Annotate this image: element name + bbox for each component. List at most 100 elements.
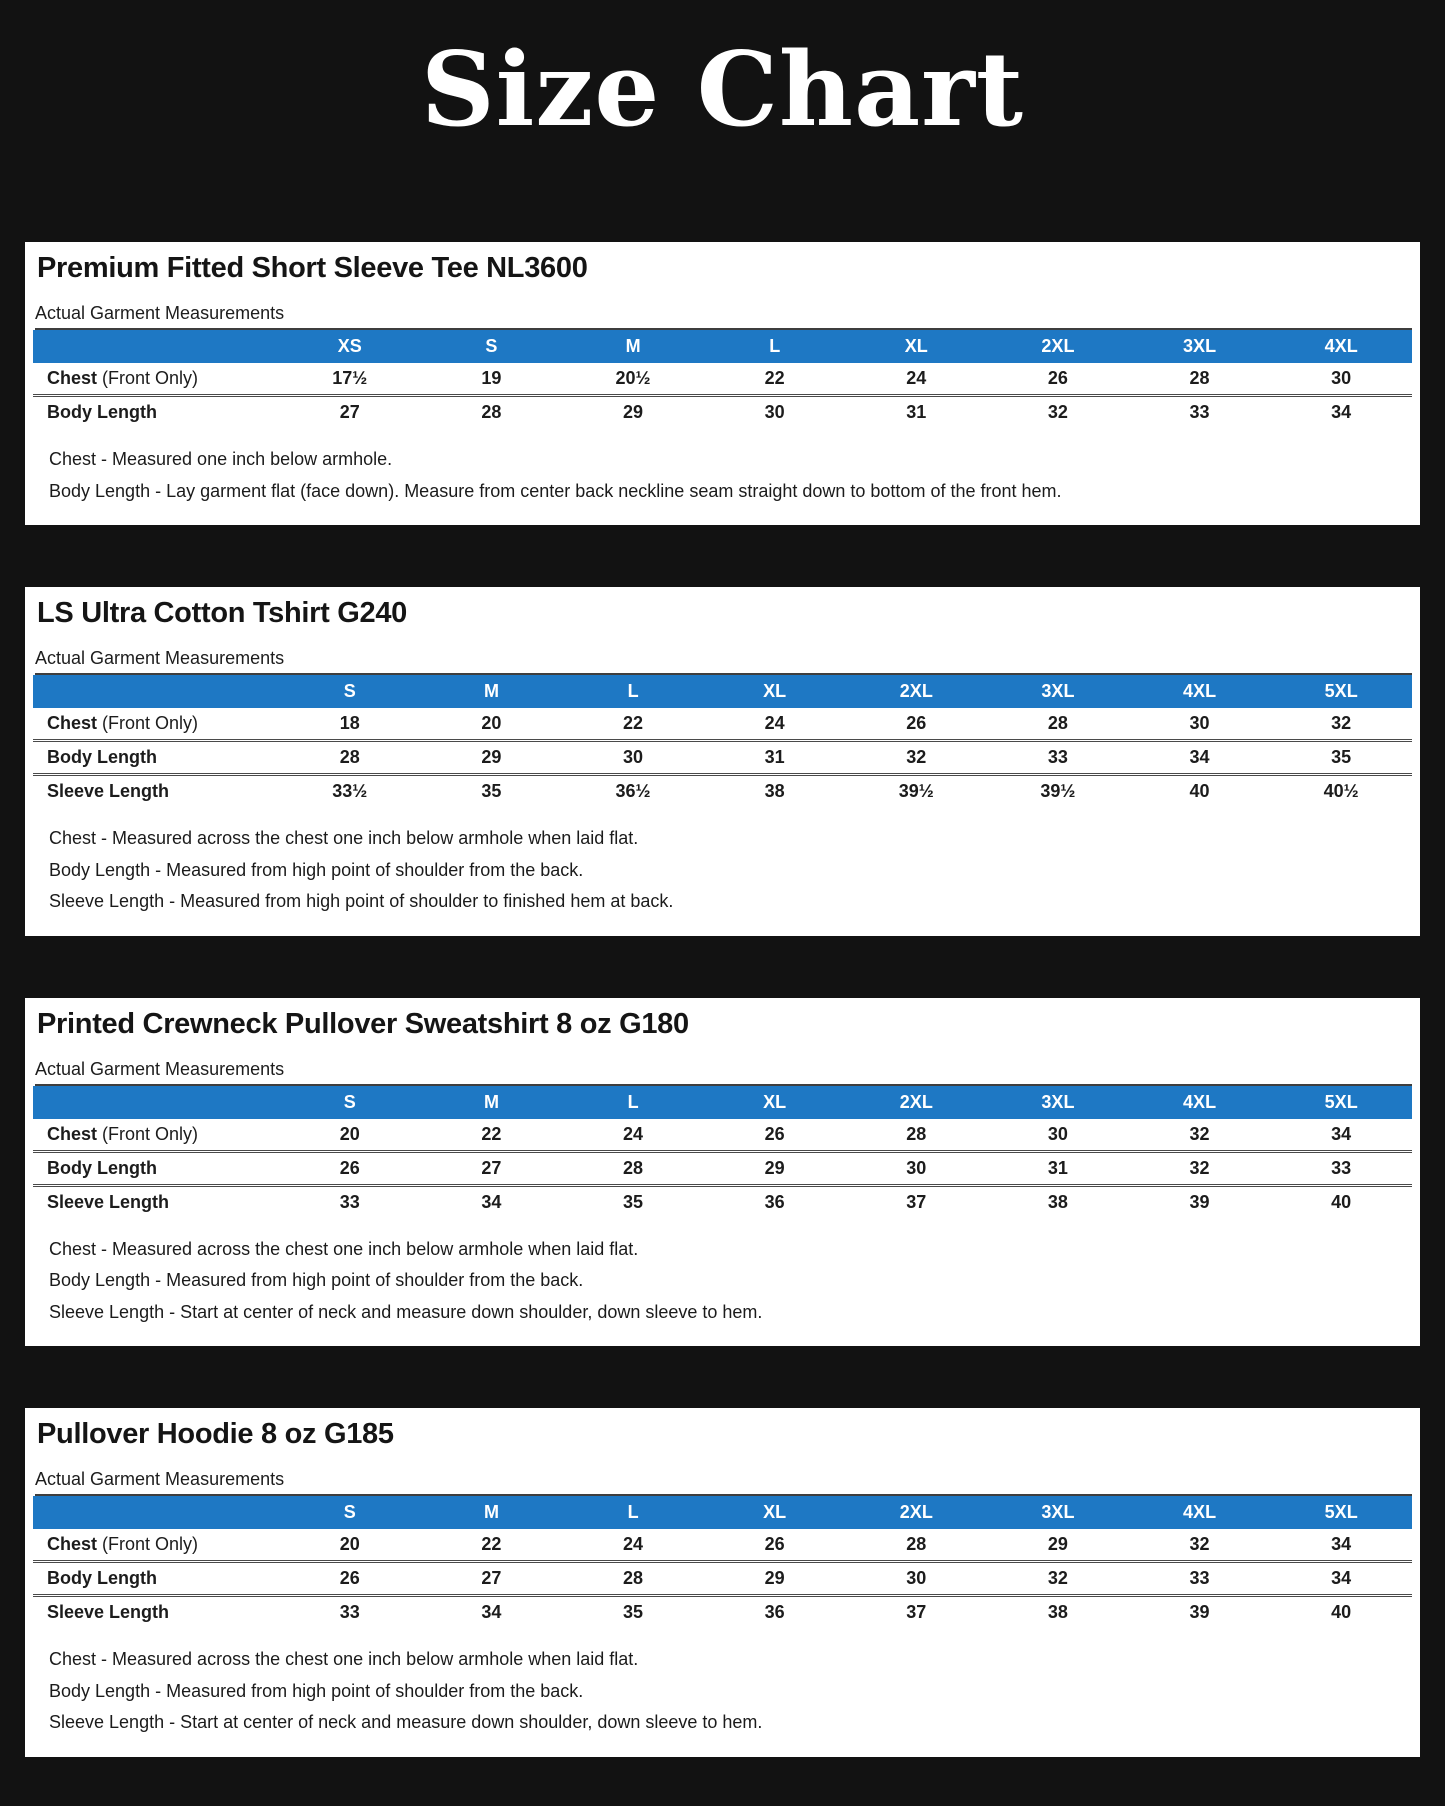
size-table-panel-g180: Printed Crewneck Pullover Sweatshirt 8 o… bbox=[25, 997, 1420, 1346]
measurement-value: 35 bbox=[623, 1191, 644, 1212]
size-column-header: L bbox=[703, 330, 846, 363]
measurement-value: 38 bbox=[1047, 1191, 1068, 1212]
measurement-value: 33 bbox=[1189, 402, 1210, 422]
measurement-value: 28 bbox=[623, 1568, 644, 1588]
measurement-value: 30 bbox=[1189, 713, 1210, 733]
measurement-value: 22 bbox=[764, 368, 785, 388]
measurement-value: 31 bbox=[764, 747, 785, 767]
measurement-value: 33 bbox=[1047, 747, 1068, 767]
measurement-value: 26 bbox=[764, 1123, 785, 1144]
size-table-panel-g240: LS Ultra Cotton Tshirt G240 Actual Garme… bbox=[25, 587, 1420, 936]
measurement-note: Body Length - Measured from high point o… bbox=[49, 1270, 584, 1290]
measurement-value: 33 bbox=[339, 1191, 360, 1212]
measurement-row: Chest (Front Only) 20 22 24 26 28 29 32 34 bbox=[33, 1529, 1412, 1562]
measurement-value: 27 bbox=[481, 1568, 502, 1588]
measurement-value: 24 bbox=[764, 713, 785, 733]
measurement-value: 34 bbox=[481, 1602, 502, 1622]
measurement-row: Body Length 28 29 30 31 32 33 34 35 bbox=[33, 740, 1412, 775]
measurement-value: 26 bbox=[1047, 368, 1068, 388]
measurement-value: 28 bbox=[1189, 368, 1210, 388]
measurement-value: 27 bbox=[481, 1157, 502, 1178]
measurement-value: 40 bbox=[1331, 1602, 1352, 1622]
measurement-note: Chest - Measured across the chest one in… bbox=[49, 1238, 639, 1259]
measurement-value: 36 bbox=[764, 1191, 785, 1212]
size-column-header: 3XL bbox=[987, 1085, 1129, 1119]
measurement-value: 26 bbox=[764, 1534, 785, 1554]
measurement-label: Sleeve Length bbox=[47, 1191, 170, 1212]
corner-cell bbox=[33, 330, 279, 363]
measurement-value: 30 bbox=[1047, 1123, 1068, 1144]
measurement-value: 27 bbox=[339, 402, 360, 422]
measurement-note: Body Length - Measured from high point o… bbox=[49, 859, 584, 880]
size-column-header: M bbox=[420, 675, 563, 708]
measurement-value: 34 bbox=[1331, 1123, 1352, 1144]
measurement-value: 30 bbox=[1331, 368, 1352, 388]
measurement-note: Body Length - Measured from high point o… bbox=[49, 1680, 584, 1701]
measurement-value: 31 bbox=[906, 402, 927, 422]
measurement-label: Chest (Front Only) bbox=[47, 713, 199, 733]
size-column-header: XL bbox=[845, 330, 988, 363]
measurement-value: 34 bbox=[1189, 747, 1210, 767]
measurement-label: Sleeve Length bbox=[47, 781, 170, 801]
measurement-note: Sleeve Length - Measured from high point… bbox=[49, 891, 674, 911]
measurement-value: 39 bbox=[1189, 1191, 1210, 1212]
measurement-note: Body Length - Lay garment flat (face dow… bbox=[49, 480, 1062, 501]
measurement-label: Sleeve Length bbox=[47, 1602, 170, 1622]
measurement-value: 39½ bbox=[1040, 781, 1076, 801]
measurement-value: 40 bbox=[1189, 781, 1210, 801]
measurement-value: 35 bbox=[623, 1602, 644, 1622]
measurement-value: 39½ bbox=[898, 781, 934, 801]
measurement-value: 29 bbox=[623, 402, 644, 422]
measurement-value: 35 bbox=[1331, 747, 1352, 767]
measurement-label: Chest (Front Only) bbox=[47, 1534, 199, 1554]
measurement-value: 32 bbox=[1189, 1534, 1210, 1554]
measurement-value: 18 bbox=[339, 713, 360, 733]
size-column-header: L bbox=[562, 675, 704, 708]
measurement-value: 20½ bbox=[615, 368, 651, 388]
size-column-header: 4XL bbox=[1270, 330, 1412, 363]
measurement-value: 24 bbox=[623, 1534, 644, 1554]
measurement-value: 32 bbox=[1189, 1123, 1210, 1144]
size-column-header: 4XL bbox=[1128, 675, 1271, 708]
measurement-value: 22 bbox=[623, 713, 644, 733]
measurement-value: 28 bbox=[1047, 713, 1068, 733]
page-title: Size Chart bbox=[420, 30, 1025, 150]
size-column-header: 5XL bbox=[1270, 1085, 1412, 1119]
measurement-row: Sleeve Length 33 34 35 36 37 38 39 40 bbox=[33, 1185, 1412, 1218]
measurement-value: 36½ bbox=[615, 781, 651, 801]
measurement-row: Chest (Front Only) 17½ 19 20½ 22 24 26 28 30 bbox=[33, 363, 1412, 396]
size-table-panel-nl3600: Premium Fitted Short Sleeve Tee NL3600 A… bbox=[25, 242, 1420, 525]
measurement-value: 26 bbox=[906, 713, 927, 733]
size-table: S M L XL 2XL 3XL 4XL 5XL Chest (Front Only) 20 22… bbox=[33, 1085, 1412, 1218]
measurement-value: 39 bbox=[1189, 1602, 1210, 1622]
measurement-value: 37 bbox=[906, 1602, 927, 1622]
measurement-value: 17½ bbox=[332, 368, 368, 388]
size-column-header: 3XL bbox=[987, 675, 1129, 708]
size-chart-panels: Premium Fitted Short Sleeve Tee NL3600 A… bbox=[0, 154, 1445, 1757]
size-column-header: S bbox=[279, 675, 421, 708]
measurement-value: 29 bbox=[764, 1568, 785, 1588]
measurement-note: Chest - Measured one inch below armhole. bbox=[49, 449, 393, 469]
product-title: Pullover Hoodie 8 oz G185 bbox=[37, 1418, 394, 1450]
size-header-row: S M L XL 2XL 3XL 4XL 5XL bbox=[33, 1496, 1412, 1529]
measurement-value: 30 bbox=[764, 402, 785, 422]
measurement-row: Body Length 27 28 29 30 31 32 33 34 bbox=[33, 395, 1412, 429]
measurement-value: 29 bbox=[764, 1157, 785, 1178]
measurements-subtitle: Actual Garment Measurements bbox=[35, 648, 1412, 675]
measurement-value: 32 bbox=[906, 747, 927, 767]
size-column-header: XS bbox=[279, 330, 421, 363]
measurement-value: 32 bbox=[1047, 402, 1068, 422]
size-table-body: Chest (Front Only) 20 22 24 26 28 30 32 34 Body L… bbox=[33, 1119, 1412, 1218]
measurement-value: 33 bbox=[339, 1602, 360, 1622]
size-column-header: L bbox=[562, 1085, 704, 1119]
measurement-value: 33 bbox=[1331, 1157, 1352, 1178]
size-column-header: L bbox=[562, 1496, 704, 1529]
measurement-value: 28 bbox=[906, 1534, 927, 1554]
measurement-note: Sleeve Length - Start at center of neck … bbox=[49, 1301, 763, 1322]
measurement-value: 28 bbox=[906, 1123, 927, 1144]
measurement-value: 34 bbox=[481, 1191, 502, 1212]
size-column-header: 2XL bbox=[845, 1085, 988, 1119]
measurement-notes: Chest - Measured across the chest one in… bbox=[49, 827, 1412, 913]
measurement-value: 30 bbox=[906, 1157, 927, 1178]
measurement-note: Chest - Measured across the chest one in… bbox=[49, 828, 639, 848]
